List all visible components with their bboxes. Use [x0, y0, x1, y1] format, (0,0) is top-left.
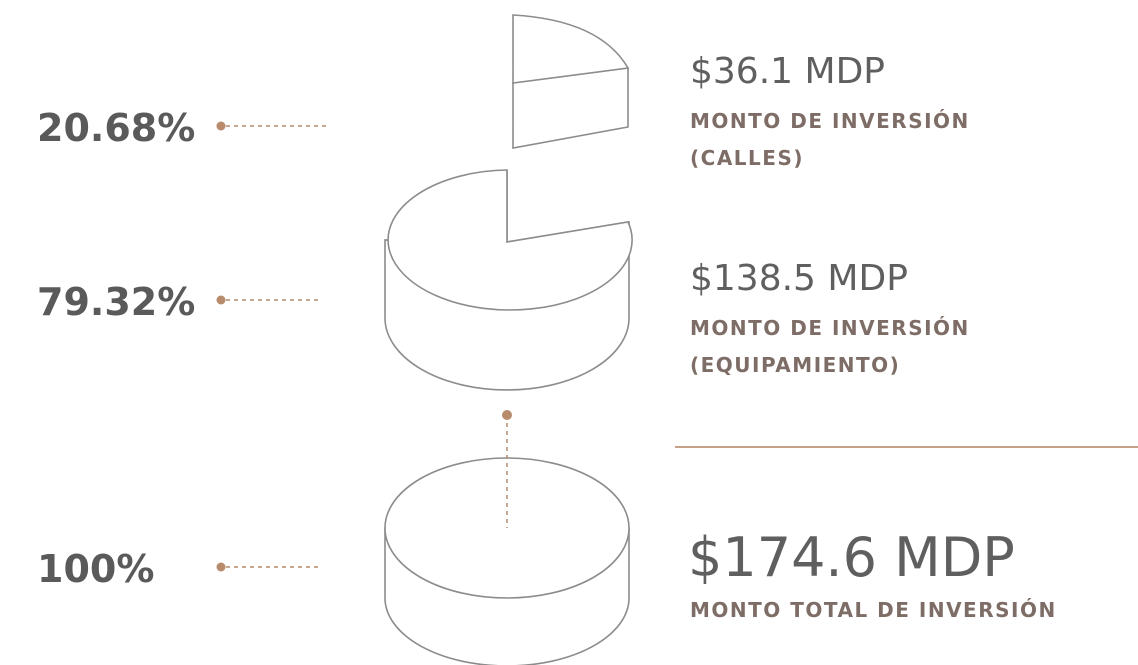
cylinder-top-face: [387, 169, 633, 311]
total-label: MONTO TOTAL DE INVERSIÓN: [690, 598, 1057, 622]
connector-dot: [216, 121, 226, 131]
connector-dot: [216, 295, 226, 305]
wedge-top: [512, 14, 630, 84]
connector-dot: [502, 410, 512, 420]
label: MONTO DE INVERSIÓN: [690, 316, 970, 340]
amount: $138.5 MDP: [690, 258, 908, 299]
percent: 20.68%: [37, 106, 195, 150]
sublabel: (CALLES): [690, 146, 804, 170]
label: MONTO DE INVERSIÓN: [690, 109, 970, 133]
amount: $36.1 MDP: [690, 51, 885, 92]
percent: 79.32%: [37, 280, 195, 324]
percent: 100%: [37, 547, 154, 591]
connector-dot: [216, 562, 226, 572]
total-amount: $174.6 MDP: [688, 526, 1015, 589]
sublabel: (EQUIPAMIENTO): [690, 353, 900, 377]
